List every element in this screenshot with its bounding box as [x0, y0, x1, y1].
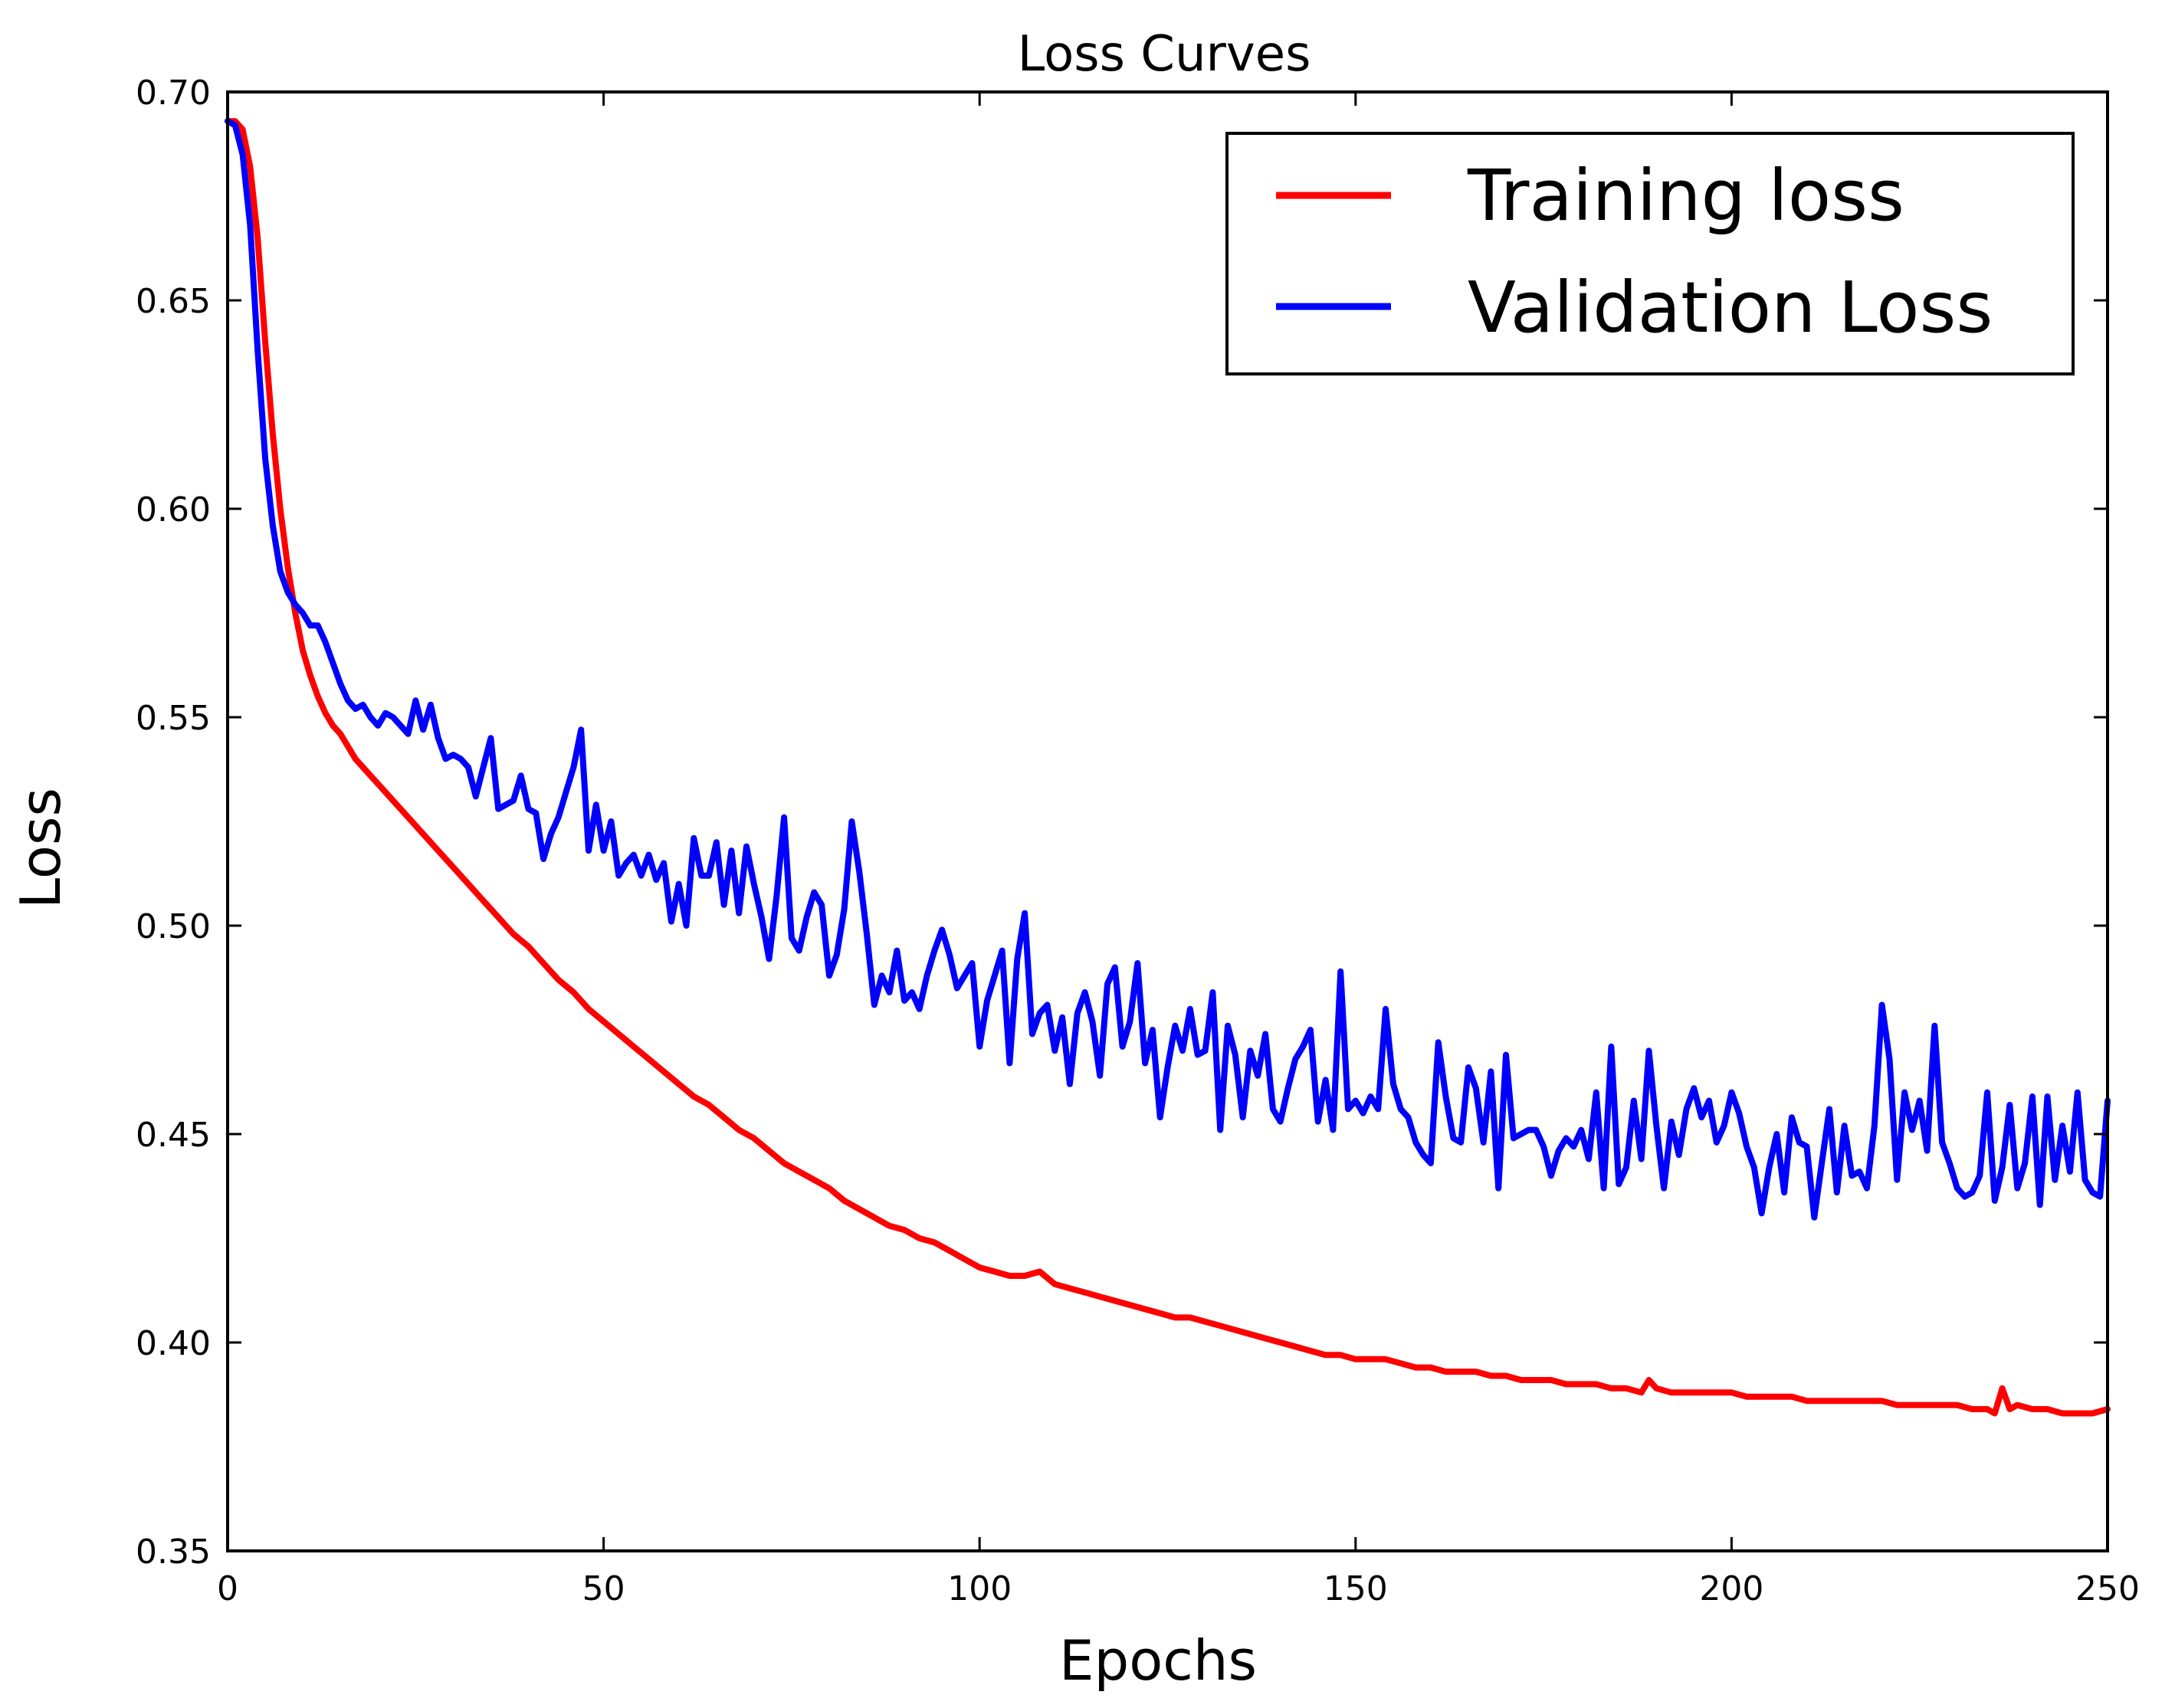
ticks-layer: 0 50 100 150 200 250 0.35 0.40 0.45 0.50 0.55 0.60 0…	[136, 74, 2140, 1608]
x-tick-label: 0	[217, 1569, 238, 1608]
legend-label-training: Training loss	[1467, 155, 1904, 237]
x-tick-label: 200	[1699, 1569, 1763, 1608]
series-line-validation	[225, 118, 2111, 1221]
chart-title: Loss Curves	[1018, 26, 1311, 83]
series-line-training	[225, 118, 2111, 1417]
x-tick-label: 250	[2075, 1569, 2140, 1608]
legend-frame	[1225, 132, 2075, 375]
y-tick-label: 0.40	[136, 1324, 211, 1363]
y-tick-label: 0.35	[136, 1533, 211, 1572]
series-layer	[225, 118, 2111, 1417]
y-tick-label: 0.55	[136, 699, 211, 738]
y-tick-label: 0.65	[136, 282, 211, 321]
x-axis-label: Epochs	[1059, 1628, 1257, 1693]
x-tick-label: 100	[947, 1569, 1012, 1608]
x-tick-label: 150	[1324, 1569, 1388, 1608]
legend: Training loss Validation Loss	[1225, 132, 2075, 375]
y-tick-label: 0.50	[136, 907, 211, 946]
y-tick-label: 0.70	[136, 74, 211, 113]
x-tick-label: 50	[582, 1569, 625, 1608]
y-axis-label: Loss	[8, 788, 73, 909]
legend-label-validation: Validation Loss	[1468, 267, 1993, 349]
y-tick-label: 0.45	[136, 1116, 211, 1155]
y-tick-label: 0.60	[136, 490, 211, 529]
plot-frame	[226, 90, 2109, 1552]
